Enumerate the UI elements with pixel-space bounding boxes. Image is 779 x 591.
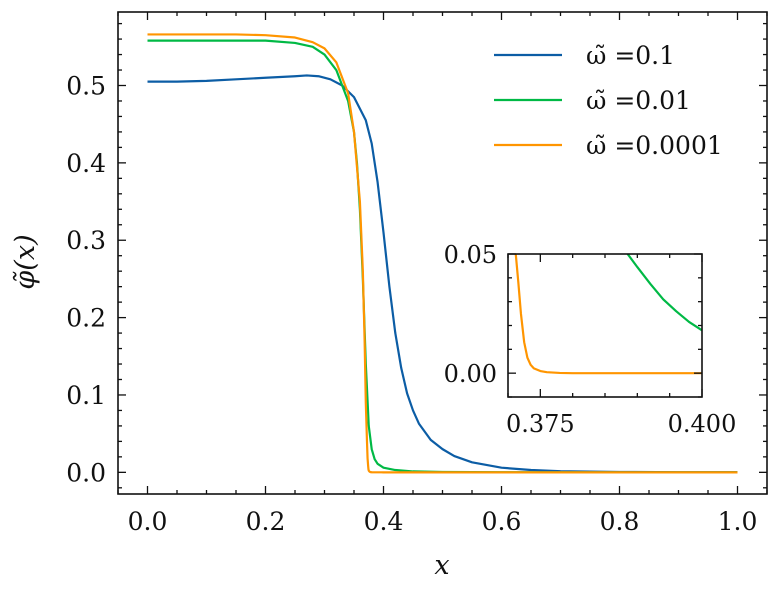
legend-label-0-0001: ω̃ =0.0001 — [586, 131, 723, 160]
inset-series-0-0001 — [514, 254, 702, 375]
y-axis-label: φ̃(x) — [10, 234, 41, 289]
main-plot-frame — [117, 11, 768, 495]
main-tick-labels: 0.0 0.2 0.4 0.6 0.8 1.0 0.0 0.1 0.2 0.3 0.4 0.5 — [66, 71, 757, 536]
y-tick-label: 0.4 — [66, 149, 106, 178]
inset-tick-labels: 0.375 0.400 0.00 0.05 — [444, 241, 737, 438]
x-axis-label: x — [434, 550, 449, 581]
y-tick-label: 0.2 — [66, 304, 106, 333]
inset-series-0-01 — [626, 254, 702, 332]
inset-x-tick-label: 0.375 — [506, 410, 575, 438]
x-tick-label: 1.0 — [718, 507, 758, 536]
inset-y-tick-label: 0.05 — [444, 241, 497, 269]
x-tick-label: 0.6 — [482, 507, 522, 536]
legend: ω̃ =0.1 ω̃ =0.01 ω̃ =0.0001 — [494, 41, 723, 160]
main-series-group — [147, 33, 738, 474]
inset-x-tick-label: 0.400 — [668, 410, 737, 438]
x-tick-label: 0.0 — [128, 507, 168, 536]
inset-background — [508, 254, 702, 397]
x-tick-label: 0.2 — [246, 507, 286, 536]
legend-label-0-1: ω̃ =0.1 — [586, 41, 675, 70]
legend-label-0-01: ω̃ =0.01 — [586, 86, 691, 115]
main-axes: 0.0 0.2 0.4 0.6 0.8 1.0 0.0 0.1 0.2 0.3 0.4 0.5 x φ… — [10, 11, 768, 581]
y-tick-label: 0.5 — [66, 71, 106, 100]
inset-y-tick-label: 0.00 — [444, 360, 497, 388]
main-series-0-0001 — [147, 33, 738, 474]
x-tick-label: 0.8 — [600, 507, 640, 536]
inset-series-group — [514, 254, 702, 375]
y-tick-label: 0.3 — [66, 226, 106, 255]
inset-axes: 0.375 0.400 0.00 0.05 — [444, 241, 737, 438]
main-series-0-1 — [147, 74, 738, 474]
x-tick-label: 0.4 — [364, 507, 404, 536]
inset-plot-frame — [507, 253, 703, 398]
y-tick-label: 0.1 — [66, 381, 106, 410]
y-tick-label: 0.0 — [66, 458, 106, 487]
